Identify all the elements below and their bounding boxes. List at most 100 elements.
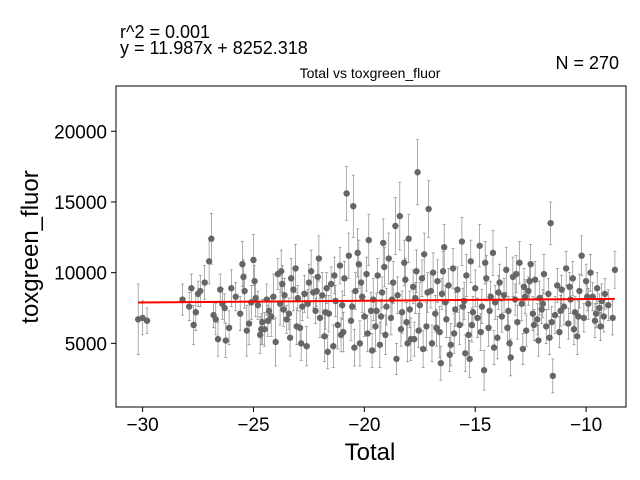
data-point [236,310,244,317]
data-point [245,320,253,327]
data-point [481,259,489,266]
data-point [343,190,350,197]
data-point [530,321,538,329]
data-point [287,275,295,282]
data-point [424,289,431,296]
data-point [272,338,279,346]
data-point [341,275,348,282]
data-point [290,286,297,293]
data-point [433,324,440,332]
data-point [397,326,405,333]
data-point [542,323,550,330]
data-point [591,317,599,324]
data-point [354,249,361,257]
data-point [321,333,328,340]
data-point [486,307,493,315]
data-point [548,318,555,326]
data-points [134,169,619,380]
data-point [307,268,315,275]
data-point [523,327,530,334]
data-point [503,266,510,274]
data-point [443,316,450,323]
data-point [474,314,481,322]
data-point [520,283,528,291]
data-point [316,314,324,322]
data-point [396,212,404,220]
r-squared-label: r^2 = 0.001 [120,22,210,42]
data-point [370,296,377,303]
data-point [514,318,521,326]
data-point [578,252,585,259]
data-point [458,238,466,245]
x-tick-label: −25 [237,415,269,436]
data-point [358,293,366,300]
data-point [381,263,388,271]
data-point [376,341,384,348]
data-point [574,333,581,340]
data-point [377,313,385,320]
data-point [338,301,346,309]
y-tick-label: 15000 [54,193,107,214]
data-point [411,335,418,343]
data-point [438,290,446,298]
data-point [185,303,193,310]
data-point [535,337,542,344]
data-point [597,323,604,330]
data-point [526,277,533,285]
data-point [462,350,469,357]
data-point [143,317,151,324]
data-point [265,307,273,315]
data-point [301,290,308,298]
data-point [277,268,285,275]
chart-title: Total vs toxgreen_fluor [300,65,441,81]
data-point [406,306,414,313]
data-point [292,265,299,272]
y-tick-label: 5000 [65,334,107,355]
data-point [351,344,358,351]
data-point [596,304,603,312]
data-point [500,292,508,299]
data-point [387,314,395,322]
data-point [389,279,397,286]
data-point [205,258,213,265]
data-point [558,286,565,293]
data-point [264,317,272,324]
data-point [539,300,547,307]
data-point [303,342,310,350]
data-point [319,292,326,299]
data-point [480,367,488,374]
data-point [256,331,264,339]
data-point [313,287,320,295]
data-point [383,303,390,310]
data-point [415,327,422,334]
error-bars [136,139,617,394]
data-point [297,340,305,347]
data-point [324,348,331,356]
data-point [546,334,553,341]
data-point [527,260,534,268]
data-point [556,328,563,336]
data-point [496,279,503,286]
data-point [402,276,409,283]
data-point [531,276,539,283]
data-point [286,334,294,341]
data-point [466,355,473,363]
x-axis-ticks: −30 −25 −20 −15 −10 [126,407,602,436]
data-point [518,300,525,307]
data-point [394,292,401,299]
data-point [600,313,608,320]
data-point [476,242,483,249]
data-point [504,324,511,332]
data-point [413,268,420,275]
data-point [557,307,564,315]
data-point [569,275,576,282]
data-point [374,272,381,279]
data-point [538,306,545,313]
data-point [432,310,439,317]
data-point [327,280,335,288]
data-point [350,202,357,210]
data-point [585,300,592,307]
x-tick-label: −20 [348,415,380,436]
data-point [259,318,266,326]
